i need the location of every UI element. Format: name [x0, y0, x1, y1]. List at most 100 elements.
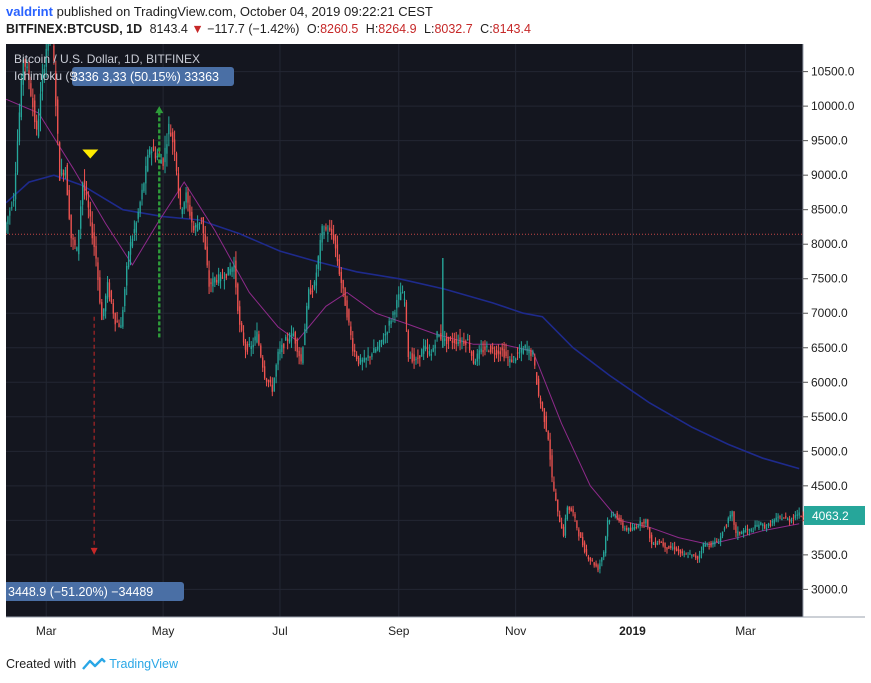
- candle-body: [189, 204, 191, 216]
- candle-body: [656, 543, 659, 545]
- candle-body: [551, 455, 553, 478]
- candle-body: [399, 292, 402, 301]
- candle-body: [719, 536, 722, 542]
- y-tick-label: 10500.0: [811, 65, 855, 79]
- candle-body: [767, 523, 770, 526]
- open-value: 8260.5: [320, 22, 359, 36]
- indicator-label[interactable]: Ichimoku (9: [14, 69, 77, 83]
- candle-body: [147, 154, 149, 172]
- candle-body: [685, 553, 687, 555]
- candle-body: [733, 511, 735, 525]
- symbol-line: BITFINEX:BTCUSD, 1D 8143.4 ▼ −117.7 (−1.…: [6, 22, 531, 36]
- candle-body: [570, 507, 572, 512]
- candle-body: [413, 354, 415, 361]
- candle-body: [698, 554, 701, 559]
- candle-body: [6, 222, 7, 231]
- candle-body: [438, 334, 440, 337]
- candle-body: [37, 118, 40, 137]
- candle-body: [585, 548, 588, 555]
- candle-body: [622, 522, 624, 529]
- candle-body: [162, 158, 164, 166]
- candle-body: [11, 207, 13, 209]
- measure-down-label-box: [6, 582, 184, 601]
- candle-body: [777, 516, 779, 518]
- candle-body: [691, 554, 693, 557]
- candle-body: [363, 357, 365, 362]
- candle-body: [746, 528, 749, 530]
- candle-body: [68, 189, 70, 219]
- author-name[interactable]: valdrint: [6, 4, 53, 19]
- candle-body: [735, 524, 737, 534]
- candle-body: [127, 251, 130, 268]
- candle-body: [332, 234, 335, 241]
- candle-body: [283, 343, 285, 349]
- candle-body: [329, 227, 331, 231]
- candle-body: [104, 295, 107, 312]
- candle-body: [41, 73, 44, 92]
- candle-body: [677, 548, 680, 552]
- candle-body: [311, 290, 314, 292]
- candle-body: [240, 323, 243, 331]
- candle-body: [422, 345, 425, 354]
- chart-panel[interactable]: 3000.03500.04000.04500.05000.05500.06000…: [6, 44, 865, 644]
- candle-body: [493, 353, 496, 355]
- candle-body: [601, 557, 603, 562]
- candle-body: [505, 351, 507, 357]
- candle-body: [616, 513, 618, 519]
- candle-body: [354, 349, 356, 353]
- candle-body: [185, 192, 187, 203]
- candle-body: [308, 289, 310, 309]
- candle-body: [683, 553, 685, 555]
- candle-body: [365, 357, 367, 360]
- candle-body: [432, 348, 434, 352]
- candle-body: [411, 353, 413, 362]
- candle-body: [597, 565, 599, 571]
- candle-body: [455, 338, 457, 345]
- candle-body: [352, 338, 354, 352]
- candle-body: [250, 346, 252, 350]
- candle-body: [587, 556, 590, 560]
- created-with-text: Created with: [6, 657, 77, 671]
- y-tick-label: 7000.0: [811, 306, 848, 320]
- candle-body: [302, 347, 304, 364]
- candle-body: [721, 531, 724, 537]
- candle-body: [497, 350, 500, 354]
- candle-body: [572, 509, 574, 513]
- candle-body: [409, 357, 411, 359]
- candle-body: [681, 551, 683, 554]
- candle-body: [288, 339, 291, 343]
- candle-body: [198, 222, 201, 225]
- candle-body: [334, 235, 337, 249]
- candle-body: [764, 524, 766, 529]
- candle-body: [710, 542, 712, 547]
- candle-body: [252, 344, 254, 348]
- candle-body: [177, 173, 180, 192]
- candle-body: [269, 379, 272, 383]
- candle-body: [528, 348, 530, 354]
- candle-body: [635, 527, 637, 529]
- candle-body: [610, 515, 613, 517]
- candle-body: [652, 543, 655, 545]
- candle-body: [536, 372, 538, 385]
- candle-body: [631, 527, 634, 530]
- candle-body: [78, 230, 80, 255]
- candle-body: [463, 340, 465, 344]
- measure-up-label-box: [72, 67, 234, 86]
- candle-body: [108, 282, 111, 298]
- candle-body: [769, 523, 772, 526]
- candle-body: [262, 357, 264, 368]
- candle-body: [323, 231, 325, 236]
- candle-body: [465, 341, 467, 345]
- candle-body: [315, 272, 318, 286]
- price-chart[interactable]: 3000.03500.04000.04500.05000.05500.06000…: [6, 44, 865, 644]
- x-tick-label: May: [152, 624, 175, 638]
- candle-body: [47, 44, 49, 51]
- tradingview-brand[interactable]: TradingView: [109, 657, 178, 671]
- candle-body: [595, 563, 597, 567]
- candle-body: [796, 514, 798, 516]
- candle-body: [70, 214, 72, 239]
- candle-body: [417, 357, 419, 359]
- candle-body: [472, 350, 475, 364]
- published-text: published on TradingView.com, October 04…: [56, 4, 433, 19]
- candle-body: [43, 69, 45, 78]
